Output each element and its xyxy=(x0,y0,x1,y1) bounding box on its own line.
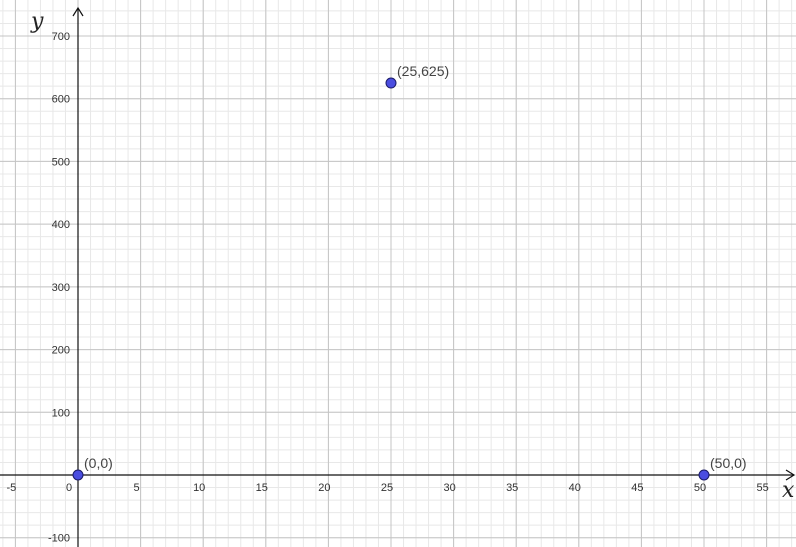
y-tick-label: 600 xyxy=(52,94,70,106)
x-tick-label: 50 xyxy=(694,482,706,494)
x-tick-label: 30 xyxy=(443,482,455,494)
x-tick-label: 40 xyxy=(569,482,581,494)
point-label: (25,625) xyxy=(397,63,449,79)
axes xyxy=(0,6,796,547)
data-point xyxy=(385,77,397,89)
tick-labels: -5 0 5 10 15 20 25 30 35 40 45 50 55 -100 100 200 300 400… xyxy=(7,31,769,545)
data-point xyxy=(698,469,710,481)
y-axis-arrow xyxy=(72,6,84,17)
y-axis-label: y xyxy=(30,9,44,34)
y-tick-label: 200 xyxy=(52,345,70,357)
y-tick-label: -100 xyxy=(48,533,70,545)
data-points: (0,0) (25,625) (50,0) xyxy=(72,63,747,481)
x-tick-label: 45 xyxy=(631,482,643,494)
y-tick-label: 500 xyxy=(52,156,70,168)
y-tick-label: 400 xyxy=(52,219,70,231)
x-axis-arrow xyxy=(785,469,796,481)
x-tick-label: 20 xyxy=(318,482,330,494)
data-point xyxy=(72,469,84,481)
point-label: (0,0) xyxy=(84,455,113,471)
x-axis-label: x xyxy=(782,478,795,503)
y-tick-label: 100 xyxy=(52,407,70,419)
x-tick-label: 0 xyxy=(66,482,72,494)
x-tick-label: 55 xyxy=(756,482,768,494)
y-tick-label: 300 xyxy=(52,282,70,294)
y-tick-label: 700 xyxy=(52,31,70,43)
point-label: (50,0) xyxy=(710,455,747,471)
x-tick-label: -5 xyxy=(7,482,17,494)
x-tick-label: 15 xyxy=(256,482,268,494)
x-tick-label: 10 xyxy=(193,482,205,494)
x-tick-label: 35 xyxy=(506,482,518,494)
x-tick-label: 5 xyxy=(134,482,140,494)
x-tick-label: 25 xyxy=(381,482,393,494)
